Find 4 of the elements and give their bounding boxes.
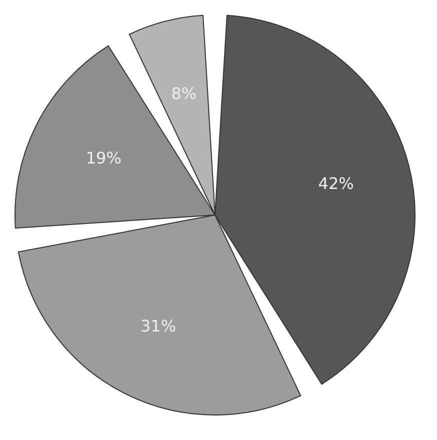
- data-label: 42%: [318, 174, 354, 193]
- data-label: 31%: [140, 316, 176, 336]
- data-label: 19%: [86, 148, 122, 168]
- data-label: 8%: [171, 84, 197, 103]
